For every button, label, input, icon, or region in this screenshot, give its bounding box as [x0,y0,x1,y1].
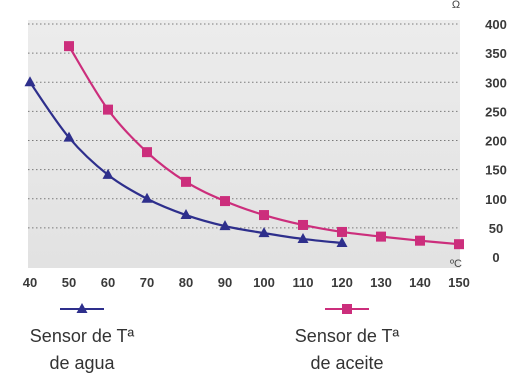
legend-label: Sensor de Tª [30,326,135,346]
plot-area [28,20,460,268]
legend-label: Sensor de Tª [295,326,400,346]
y-unit-label: Ω [452,0,460,11]
x-tick-label: 110 [293,275,314,290]
x-tick-label: 50 [62,275,76,290]
legend-label: de agua [49,353,115,373]
x-unit-label: ºC [450,258,462,270]
data-point-marker [258,227,270,238]
data-point-marker [259,210,269,221]
data-point-marker [415,235,425,246]
data-point-marker [454,239,464,250]
legend-swatch-marker [342,304,352,314]
data-point-marker [219,220,231,231]
data-point-marker [24,76,36,87]
x-tick-label: 120 [331,275,353,290]
x-tick-label: 130 [370,275,392,290]
y-tick-label: 50 [489,221,503,236]
data-point-marker [297,232,309,243]
y-tick-label: 400 [485,17,507,32]
x-tick-label: 150 [448,275,470,290]
data-point-marker [220,196,230,207]
data-point-marker [64,41,74,52]
data-point-marker [337,226,347,237]
y-tick-label: 250 [485,104,507,119]
x-tick-label: 100 [253,275,275,290]
data-point-marker [103,104,113,115]
y-tick-label: 100 [485,192,507,207]
legend-swatch-marker [76,303,88,313]
data-point-marker [298,219,308,230]
data-point-marker [336,237,348,248]
y-tick-label: 200 [485,134,507,149]
x-tick-label: 140 [409,275,431,290]
y-tick-label: 350 [485,46,507,61]
x-tick-label: 90 [218,275,232,290]
data-point-marker [141,192,153,203]
x-tick-label: 40 [23,275,37,290]
x-tick-label: 60 [101,275,115,290]
y-tick-label: 0 [492,250,499,265]
data-point-marker [181,176,191,187]
data-point-marker [142,147,152,158]
y-tick-label: 300 [485,75,507,90]
data-point-marker [376,231,386,242]
data-point-marker [102,168,114,179]
data-point-marker [180,209,192,220]
data-point-marker [63,131,75,142]
x-tick-label: 70 [140,275,154,290]
x-tick-label: 80 [179,275,193,290]
legend-label: de aceite [310,353,383,373]
y-tick-label: 150 [485,163,507,178]
